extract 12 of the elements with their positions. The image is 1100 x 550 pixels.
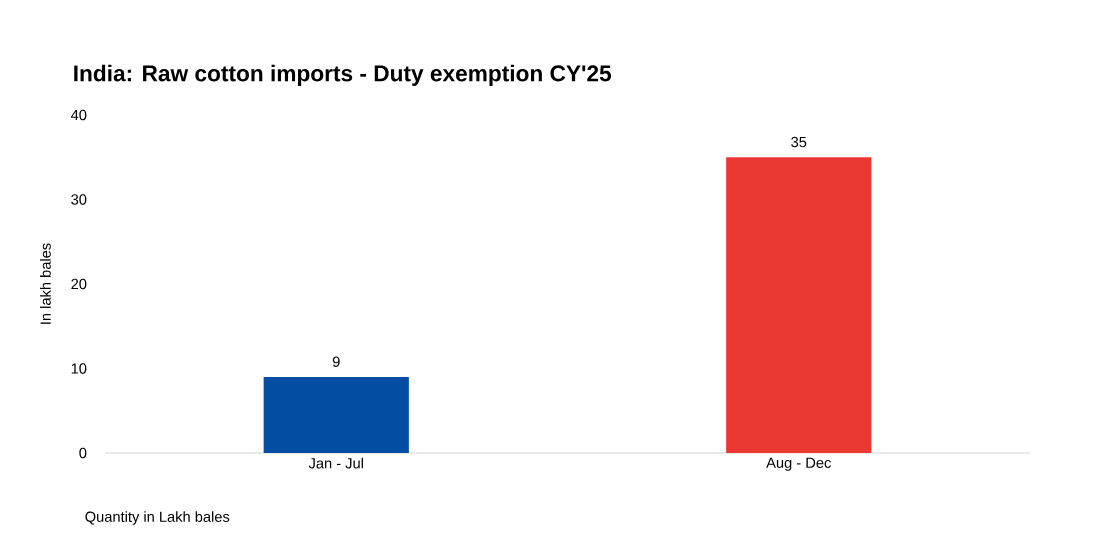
data-label: 35 xyxy=(791,136,807,148)
y-tick-label: 0 xyxy=(79,447,87,459)
text: Quantity in Lakh bales xyxy=(85,511,230,525)
x-tick-label: Jan - Jul xyxy=(308,457,363,469)
data-label: 9 xyxy=(332,356,340,367)
y-axis-title: In lakh bales xyxy=(40,243,51,324)
y-tick-label: 20 xyxy=(71,278,87,290)
y-tick-label: 30 xyxy=(71,194,87,205)
chart-title: India: Raw cotton imports - Duty exemption CY'25 xyxy=(74,64,612,86)
y-tick-label: 10 xyxy=(71,363,87,374)
x-tick-label: Aug - Dec xyxy=(766,457,831,471)
y-tick-label: 40 xyxy=(70,109,87,121)
